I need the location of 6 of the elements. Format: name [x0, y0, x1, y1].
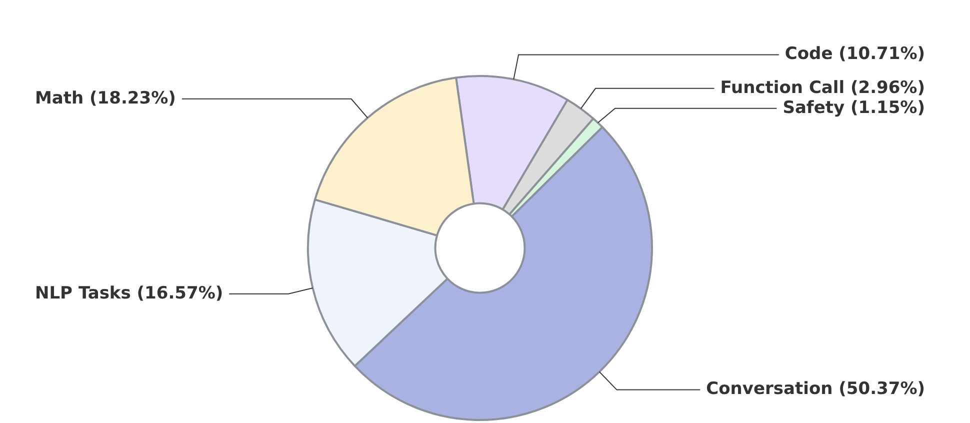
slice-label: Safety (1.15%) [782, 98, 925, 118]
slice-label: NLP Tasks (16.57%) [35, 283, 224, 304]
slice-label: Conversation (50.37%) [706, 379, 925, 400]
slice-label: Function Call (2.96%) [720, 78, 925, 98]
slice-label: Math (18.23%) [35, 88, 176, 108]
slice-label: Code (10.71%) [784, 44, 925, 64]
